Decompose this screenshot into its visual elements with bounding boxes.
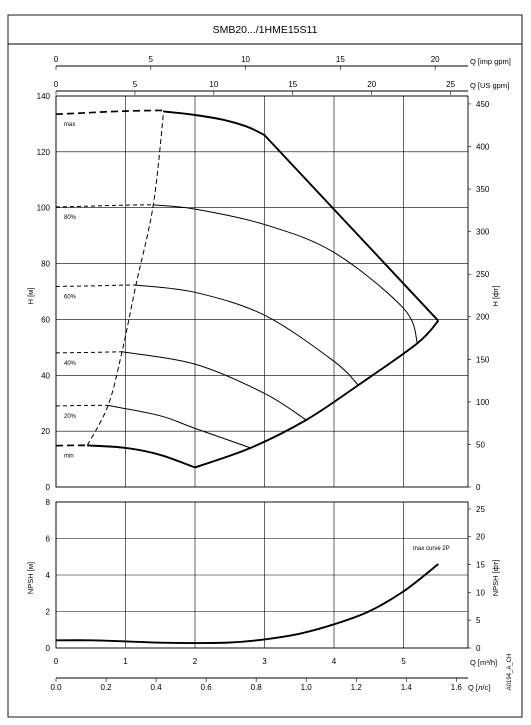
- npsh-left-tick-label: 6: [46, 535, 51, 544]
- y-left-tick-label: 140: [37, 92, 51, 101]
- curve-label: max: [64, 122, 75, 128]
- y-right-tick-label: 50: [476, 440, 485, 449]
- curve-label: 20%: [64, 414, 77, 420]
- min-max-boundary-curve: [194, 320, 440, 469]
- us-gpm-tick-label: 15: [288, 80, 297, 89]
- y-left-label: H [м]: [26, 288, 35, 305]
- doc-code: A0194_A_CH: [507, 654, 513, 691]
- ls-label: Q [л/с]: [468, 683, 490, 692]
- curve-dashed-max: [55, 109, 164, 116]
- curve-dashed-20%: [55, 404, 109, 407]
- y-left-tick-label: 120: [37, 148, 51, 157]
- us-gpm-tick-label: 25: [446, 80, 455, 89]
- curve-label: 80%: [64, 215, 77, 221]
- y-right-tick-label: 150: [476, 355, 490, 364]
- ls-tick-label: 1.4: [401, 683, 413, 692]
- npsh-left-tick-label: 8: [46, 498, 51, 507]
- imp-gpm-tick-label: 15: [336, 55, 345, 64]
- npsh-right-tick-label: 20: [476, 533, 485, 542]
- ls-tick-label: 0.4: [151, 683, 163, 692]
- us-gpm-tick-label: 10: [209, 80, 218, 89]
- y-right-tick-label: 0: [476, 483, 481, 492]
- curve-dashed-40%: [55, 351, 123, 354]
- y-left-tick-label: 60: [41, 315, 50, 324]
- x-tick-label: 2: [193, 657, 198, 666]
- us-gpm-label: Q [US gpm]: [470, 81, 509, 90]
- x-tick-label: 3: [262, 657, 267, 666]
- curve-min: [87, 444, 196, 469]
- x-tick-label: 4: [332, 657, 337, 666]
- npsh-curve: [55, 563, 439, 645]
- chart-title: SMB20.../1HME15S11: [213, 24, 318, 36]
- ls-tick-label: 0.8: [251, 683, 263, 692]
- y-left-tick-label: 80: [41, 260, 50, 269]
- y-right-tick-label: 400: [476, 142, 490, 151]
- imp-gpm-label: Q [imp gpm]: [470, 57, 511, 66]
- grid: [55, 66, 471, 682]
- curve-dashed-60%: [55, 284, 136, 287]
- npsh-right-tick-label: 5: [476, 616, 481, 625]
- y-right-tick-label: 200: [476, 313, 490, 322]
- ls-tick-label: 0.0: [50, 683, 62, 692]
- x-tick-label: 0: [54, 657, 59, 666]
- npsh-right-tick-label: 0: [476, 644, 481, 653]
- curve-label: 60%: [64, 294, 77, 300]
- ls-tick-label: 1.0: [301, 683, 313, 692]
- imp-gpm-tick-label: 5: [149, 55, 154, 64]
- imp-gpm-tick-label: 20: [431, 55, 440, 64]
- npsh-right-tick-label: 25: [476, 505, 485, 514]
- imp-gpm-tick-label: 10: [241, 55, 250, 64]
- y-left-tick-label: 20: [41, 427, 50, 436]
- us-gpm-tick-label: 0: [54, 80, 59, 89]
- y-left-tick-label: 40: [41, 371, 50, 380]
- imp-gpm-tick-label: 0: [54, 55, 59, 64]
- y-left-tick-label: 100: [37, 204, 51, 213]
- tick-labels: 0 1 2 3 4 50204060801001201400501001502002503…: [37, 55, 490, 692]
- y-right-tick-label: 300: [476, 228, 490, 237]
- y-right-label: H [фт]: [491, 285, 500, 306]
- curve-60%: [135, 284, 359, 386]
- npsh-left-tick-label: 2: [46, 608, 51, 617]
- npsh-right-label: NPSH [фт]: [491, 560, 500, 597]
- npsh-left-label: NPSH [м]: [26, 562, 35, 594]
- curve-dashed-80%: [55, 204, 154, 208]
- curve-80%: [153, 204, 418, 344]
- x-label: Q [m³/h]: [470, 658, 497, 667]
- curve-label: min: [64, 454, 74, 460]
- npsh-annotation: max curve 2P: [413, 546, 450, 552]
- npsh-right-tick-label: 15: [476, 561, 485, 570]
- y-right-tick-label: 450: [476, 100, 490, 109]
- ls-tick-label: 0.2: [100, 683, 112, 692]
- y-right-tick-label: 350: [476, 185, 490, 194]
- us-gpm-tick-label: 20: [367, 80, 376, 89]
- outer-frame: [7, 14, 523, 718]
- y-right-tick-label: 250: [476, 270, 490, 279]
- max-flow-dashed-curve: [86, 110, 165, 446]
- y-left-tick-label: 0: [46, 483, 51, 492]
- us-gpm-tick-label: 5: [133, 80, 138, 89]
- curve-max: [163, 110, 439, 322]
- npsh-left-tick-label: 0: [46, 644, 51, 653]
- x-tick-label: 5: [401, 657, 406, 666]
- curve-40%: [121, 351, 307, 421]
- ls-tick-label: 1.6: [451, 683, 463, 692]
- curve-label: 40%: [64, 361, 77, 367]
- curve-20%: [107, 404, 251, 449]
- ls-tick-label: 0.6: [201, 683, 213, 692]
- y-right-tick-label: 100: [476, 398, 490, 407]
- x-tick-label: 1: [123, 657, 128, 666]
- npsh-left-tick-label: 4: [46, 571, 51, 580]
- ls-tick-label: 1.2: [351, 683, 363, 692]
- head-plot-frame: [55, 95, 469, 488]
- npsh-right-tick-label: 10: [476, 588, 485, 597]
- curves: max 80% 60% 40% 20% min: [55, 109, 440, 645]
